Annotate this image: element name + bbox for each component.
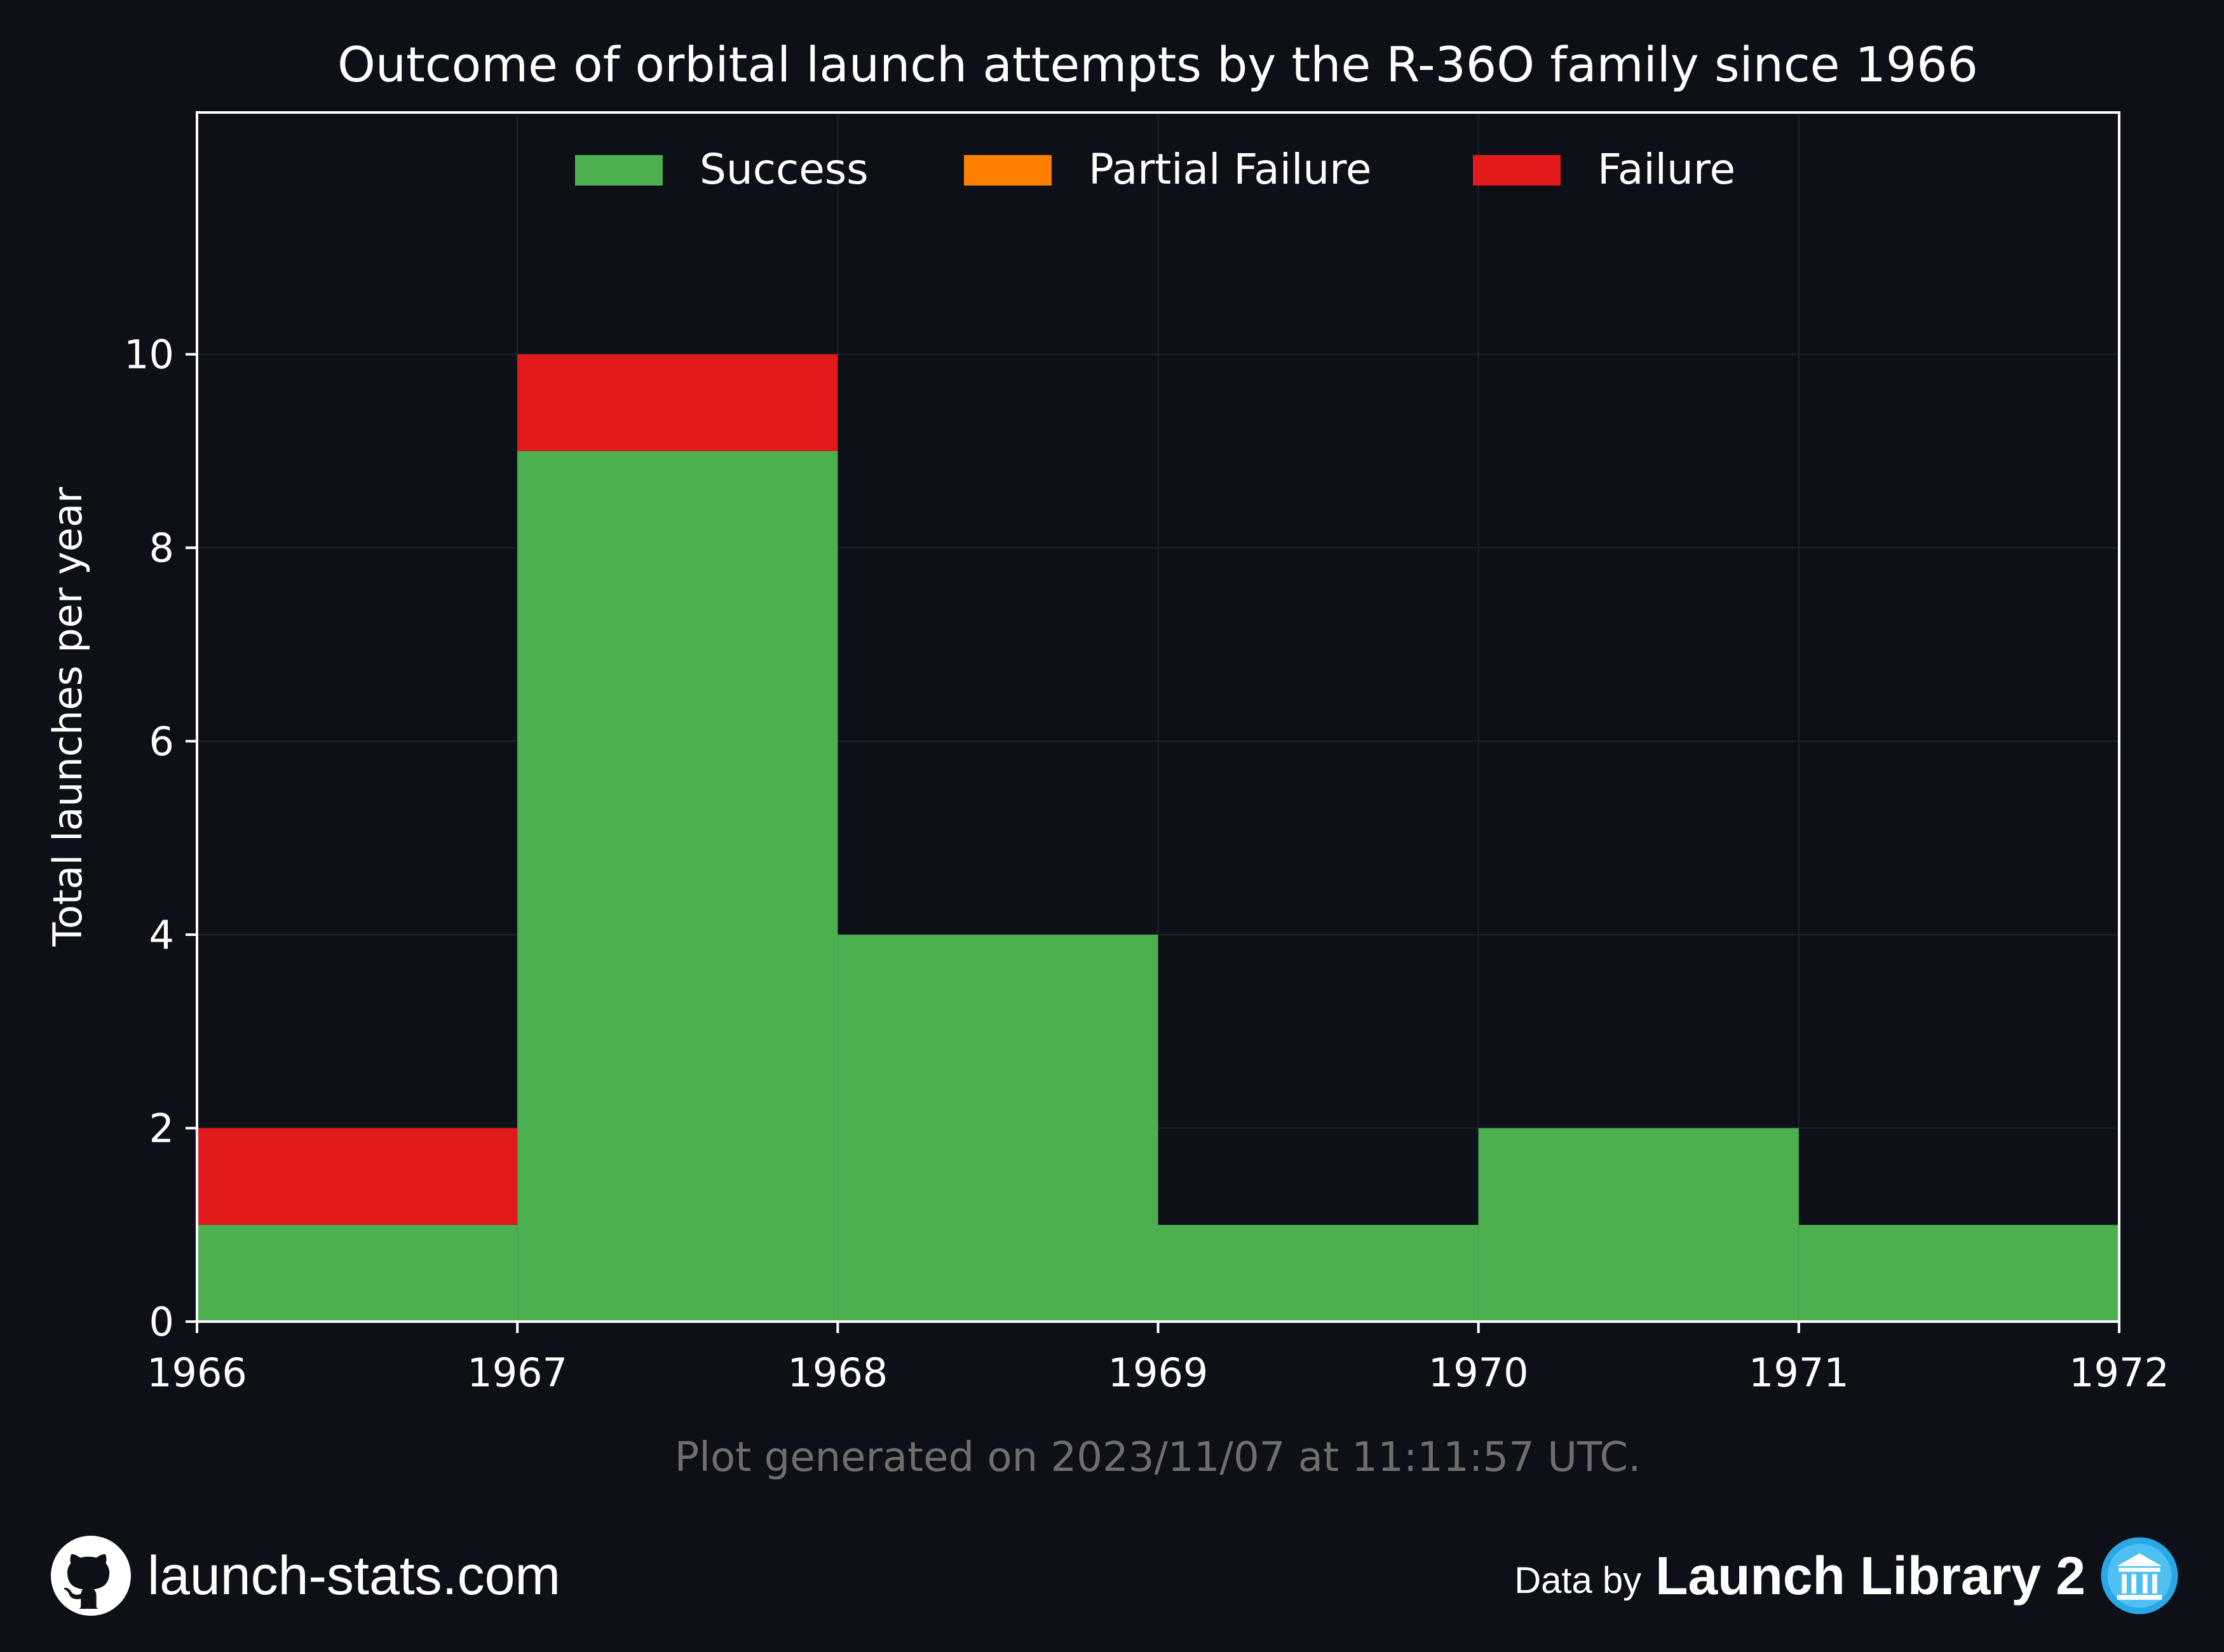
- legend-swatch: [1473, 155, 1561, 186]
- bar-failure-1967: [517, 354, 838, 451]
- y-axis-label: Total launches per year: [44, 487, 91, 947]
- chart-title: Outcome of orbital launch attempts by th…: [337, 36, 1978, 93]
- x-tick-label: 1968: [787, 1350, 888, 1396]
- legend-swatch: [964, 155, 1052, 186]
- legend-label: Failure: [1597, 145, 1735, 194]
- legend: Success Partial Failure Failure: [575, 145, 1735, 194]
- legend-label: Success: [700, 145, 869, 194]
- bar-success-1970: [1478, 1128, 1799, 1322]
- y-tick-label: 4: [149, 912, 174, 958]
- y-axis: 0 2 4 6 8 10: [124, 332, 197, 1345]
- x-tick-label: 1970: [1428, 1350, 1529, 1396]
- bar-success-1971: [1798, 1224, 2119, 1322]
- data-source-name: Launch Library 2: [1655, 1545, 2085, 1606]
- x-axis: 1966 1967 1968 1969 1970 1971 1972: [147, 1322, 2169, 1396]
- bar-success-1969: [1158, 1224, 1479, 1322]
- x-tick-label: 1966: [147, 1350, 247, 1396]
- legend-label: Partial Failure: [1088, 145, 1372, 194]
- legend-swatch: [575, 155, 663, 186]
- y-tick-label: 6: [149, 719, 174, 765]
- y-tick-label: 0: [149, 1299, 174, 1345]
- x-tick-label: 1971: [1749, 1350, 1849, 1396]
- data-prefix: Data by: [1514, 1559, 1642, 1601]
- bar-success-1966: [197, 1224, 518, 1322]
- y-tick-label: 8: [149, 525, 174, 571]
- bar-success-1968: [837, 935, 1158, 1322]
- footer-site: launch-stats.com: [51, 1534, 560, 1617]
- site-link[interactable]: launch-stats.com: [147, 1545, 561, 1606]
- y-tick-label: 10: [124, 332, 174, 378]
- footer-data-source: Data by Launch Library 2: [1514, 1534, 2180, 1617]
- y-tick-label: 2: [149, 1106, 174, 1152]
- x-tick-label: 1967: [467, 1350, 567, 1396]
- x-tick-label: 1972: [2069, 1350, 2169, 1396]
- bars: [197, 354, 2119, 1322]
- bar-failure-1966: [197, 1128, 518, 1225]
- x-tick-label: 1969: [1108, 1350, 1209, 1396]
- bar-success-1967: [517, 450, 838, 1322]
- github-icon: [51, 1536, 131, 1616]
- launch-library-logo-icon: [2101, 1537, 2178, 1615]
- generated-note: Plot generated on 2023/11/07 at 11:11:57…: [675, 1434, 1641, 1481]
